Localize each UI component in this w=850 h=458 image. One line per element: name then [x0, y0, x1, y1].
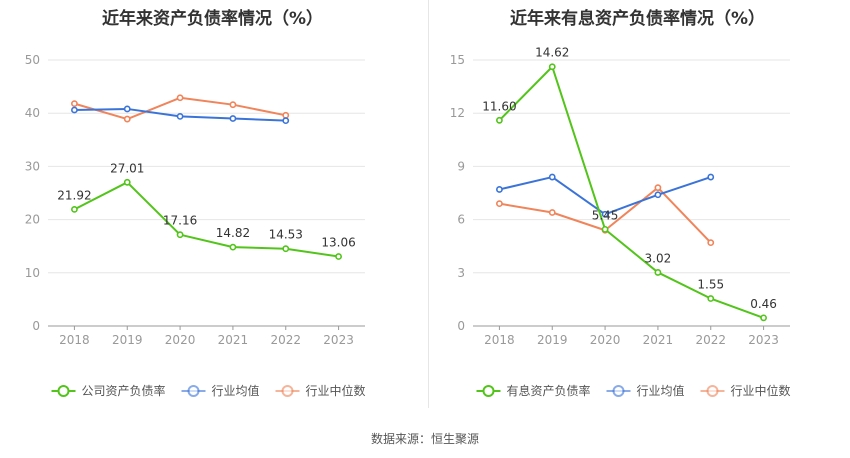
legend-label: 行业均值: [212, 383, 260, 398]
y-tick-label: 3: [457, 266, 465, 280]
legend-label: 行业中位数: [306, 383, 366, 398]
data-point: [707, 173, 715, 181]
y-tick-label: 12: [450, 106, 465, 120]
legend-item: 行业中位数: [700, 383, 791, 398]
y-tick-label: 0: [32, 319, 40, 333]
data-point: [707, 239, 715, 247]
data-label: 14.82: [216, 226, 250, 240]
chart-title: 近年来有息资产负债率情况（%）: [509, 9, 766, 29]
panel-divider: [428, 0, 429, 408]
x-tick-label: 2018: [59, 333, 90, 347]
x-tick-label: 2019: [537, 333, 568, 347]
legend-marker: [187, 385, 200, 397]
legend-item: 行业均值: [606, 383, 685, 398]
data-label: 3.02: [645, 251, 672, 265]
chart-panel-interest-debt-ratio: 近年来有息资产负债率情况（%） 0 3 6 9 12 15 2018 2019 2020 2021…: [425, 0, 850, 410]
legend-item: 行业均值: [181, 383, 260, 398]
data-point: [71, 106, 78, 114]
legend-label: 有息资产负债率: [507, 383, 591, 398]
x-tick-label: 2021: [643, 333, 674, 347]
legend-marker: [281, 385, 294, 397]
x-tick-label: 2020: [165, 333, 196, 347]
data-point: [654, 269, 662, 276]
chart-title: 近年来资产负债率情况（%）: [101, 9, 324, 29]
data-label: 11.60: [482, 99, 516, 113]
data-point: [496, 186, 503, 193]
x-tick-label: 2018: [484, 333, 515, 347]
data-label: 17.16: [163, 214, 197, 228]
legend-marker: [612, 385, 625, 397]
y-tick-label: 40: [25, 106, 40, 120]
chart-svg: 0 10 20 30 40 50 2018 2019 2020 2021 2022 2023 21.92…: [25, 53, 366, 398]
y-tick-label: 20: [25, 213, 40, 227]
legend-marker: [482, 385, 495, 397]
data-point: [229, 243, 237, 251]
data-source-note: 数据来源：恒生聚源: [370, 432, 479, 446]
data-point: [176, 94, 184, 102]
series-line: [73, 181, 339, 258]
data-point: [282, 111, 290, 119]
x-tick-label: 2019: [112, 333, 143, 347]
data-point: [548, 63, 556, 71]
data-point: [123, 115, 131, 123]
data-point: [496, 116, 503, 124]
y-tick-label: 0: [457, 319, 465, 333]
chart-svg: 0 3 6 9 12 15 2018 2019 2020 2021 2022 2023 11.60 14.…: [450, 46, 791, 398]
data-point: [282, 245, 290, 253]
data-point: [123, 105, 131, 113]
data-point: [707, 295, 715, 302]
data-label: 21.92: [57, 188, 91, 202]
data-point: [71, 100, 78, 108]
y-tick-label: 9: [457, 159, 465, 173]
data-point: [601, 225, 609, 233]
x-tick-label: 2023: [323, 333, 354, 347]
data-point: [176, 231, 184, 239]
data-label: 0.46: [750, 297, 777, 311]
data-point: [282, 117, 290, 125]
data-point: [229, 101, 237, 109]
data-point: [760, 314, 767, 322]
data-label: 5.45: [592, 208, 619, 222]
x-tick-label: 2022: [270, 333, 301, 347]
data-point: [335, 253, 342, 260]
data-label: 27.01: [110, 161, 144, 175]
legend-item: 有息资产负债率: [476, 383, 591, 398]
data-label: 14.62: [535, 46, 569, 60]
y-tick-label: 30: [25, 159, 40, 173]
x-tick-label: 2020: [590, 333, 621, 347]
data-point: [601, 210, 609, 218]
x-tick-label: 2021: [218, 333, 249, 347]
data-label: 13.06: [321, 236, 355, 250]
y-tick-label: 15: [450, 53, 465, 67]
legend-label: 公司资产负债率: [82, 383, 166, 398]
legend-item: 行业中位数: [275, 383, 366, 398]
data-point: [654, 184, 662, 192]
x-tick-label: 2023: [748, 333, 779, 347]
data-point: [548, 173, 556, 181]
y-tick-label: 10: [25, 266, 40, 280]
data-point: [176, 112, 184, 120]
legend-marker: [57, 385, 70, 397]
y-tick-label: 50: [25, 53, 40, 67]
legend-label: 行业均值: [637, 383, 685, 398]
data-label: 14.53: [269, 228, 303, 242]
data-point: [71, 205, 78, 213]
legend-item: 公司资产负债率: [51, 383, 166, 398]
data-label: 1.55: [697, 278, 724, 292]
chart-panel-debt-ratio: 近年来资产负债率情况（%） 0 10 20 30 40 50 2018 2019 2020 202…: [0, 0, 425, 410]
data-point: [548, 209, 556, 216]
data-point: [496, 200, 503, 208]
legend-marker: [706, 385, 719, 397]
series-line: [498, 65, 764, 319]
x-tick-label: 2022: [695, 333, 726, 347]
data-point: [229, 115, 237, 122]
legend-label: 行业中位数: [731, 383, 791, 398]
data-point: [654, 191, 662, 199]
y-tick-label: 6: [457, 213, 465, 227]
data-point: [123, 178, 131, 186]
